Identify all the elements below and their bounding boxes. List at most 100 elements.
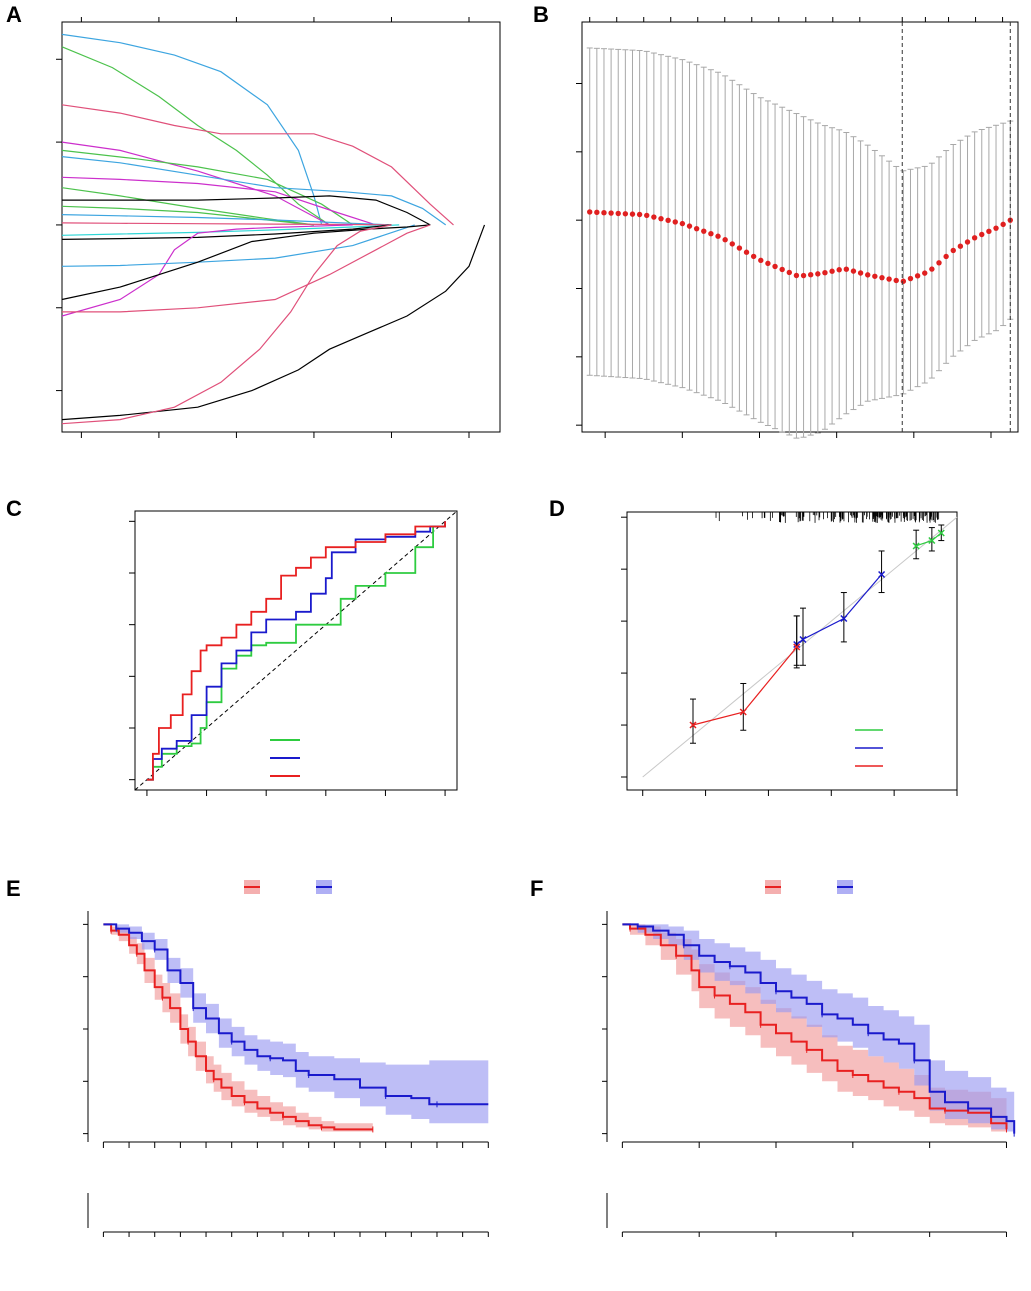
coefficient-path-26 xyxy=(61,104,454,226)
calibration-point: ✕ xyxy=(798,634,807,646)
panel-c-roc-curves xyxy=(129,510,458,796)
coefficient-path-19 xyxy=(61,224,486,421)
calibration-point: ✕ xyxy=(839,614,848,626)
cv-mean-point xyxy=(779,266,785,273)
panel-label-e: E xyxy=(6,876,21,901)
cv-mean-point xyxy=(922,270,928,276)
cv-mean-point xyxy=(857,270,864,276)
cv-mean-point xyxy=(914,273,921,279)
cv-mean-point xyxy=(629,211,636,217)
panel-a-frame xyxy=(61,21,501,433)
cv-mean-point xyxy=(765,260,771,267)
panel-label-f: F xyxy=(530,876,543,901)
coefficient-path-18 xyxy=(61,224,415,267)
panel-label-d: D xyxy=(549,496,565,521)
coefficient-path-22 xyxy=(61,156,447,226)
cv-mean-point xyxy=(693,225,700,232)
panel-d-frame xyxy=(626,511,958,791)
cv-mean-point xyxy=(793,272,800,279)
cv-mean-point xyxy=(836,267,842,273)
cv-mean-point xyxy=(986,228,992,235)
coefficient-path-24 xyxy=(61,141,330,226)
panel-label-a: A xyxy=(6,2,22,27)
cv-mean-point xyxy=(843,266,850,272)
coefficient-path-28 xyxy=(61,224,400,236)
survival-curve-2 xyxy=(103,923,489,1106)
confidence-band-2 xyxy=(103,924,489,1124)
cv-mean-point xyxy=(950,247,956,254)
coefficient-path-12 xyxy=(62,224,431,313)
coefficient-path-14 xyxy=(61,224,392,425)
calibration-point: ✕ xyxy=(927,536,936,548)
calibration-point: ✕ xyxy=(739,707,748,719)
cv-mean-point xyxy=(750,253,757,260)
coefficient-path-8 xyxy=(62,195,431,226)
cv-mean-point xyxy=(651,214,657,220)
cv-mean-point xyxy=(722,237,728,243)
cv-mean-point xyxy=(907,275,914,282)
cv-mean-point xyxy=(1000,221,1006,228)
cv-mean-point xyxy=(644,212,650,219)
panel-b-cross-validation xyxy=(576,17,1019,439)
cv-mean-point xyxy=(893,277,899,284)
calibration-point: ✕ xyxy=(792,642,801,654)
cv-mean-point xyxy=(743,249,750,255)
cv-mean-point xyxy=(594,209,600,216)
coefficient-path-21 xyxy=(61,224,353,317)
cv-mean-point xyxy=(850,268,857,274)
cv-mean-point xyxy=(587,209,593,215)
coefficient-path-6 xyxy=(61,176,377,226)
cv-mean-point xyxy=(886,276,892,282)
cv-mean-point xyxy=(971,235,978,241)
panel-b-frame xyxy=(581,21,1019,433)
cv-mean-point xyxy=(729,241,735,247)
cv-mean-point xyxy=(658,215,664,222)
calibration-point: ✕ xyxy=(937,528,946,540)
cv-mean-point xyxy=(900,278,907,284)
cv-mean-point xyxy=(800,272,807,279)
cv-mean-point xyxy=(872,273,878,279)
cv-mean-point xyxy=(679,220,686,227)
coefficient-path-2 xyxy=(61,224,392,240)
cv-mean-point xyxy=(979,231,985,238)
calibration-point: ✕ xyxy=(688,720,697,732)
ideal-line xyxy=(642,516,958,778)
survival-curve-2 xyxy=(622,923,1016,1134)
cv-mean-point xyxy=(879,274,885,281)
coefficient-path-16 xyxy=(61,33,323,226)
roc-curve-3 xyxy=(146,521,447,781)
confidence-band-2 xyxy=(622,924,1015,1134)
panel-a-coefficient-paths xyxy=(56,17,501,438)
cv-mean-point xyxy=(736,245,743,251)
cv-mean-point xyxy=(807,272,814,278)
cv-mean-point xyxy=(786,269,793,276)
panel-label-c: C xyxy=(6,496,22,521)
cv-mean-point xyxy=(636,211,643,218)
coefficient-path-27 xyxy=(61,222,392,226)
panel-e-kaplan-meier xyxy=(83,880,489,1237)
cv-mean-point xyxy=(758,257,764,264)
calibration-point: ✕ xyxy=(912,541,921,553)
cv-mean-point xyxy=(615,210,621,217)
cv-mean-point xyxy=(993,225,999,231)
cv-mean-point xyxy=(815,271,821,277)
coefficient-path-29 xyxy=(61,187,314,226)
cv-mean-point xyxy=(672,219,678,225)
cv-mean-point xyxy=(715,233,721,239)
cv-mean-point xyxy=(929,266,935,272)
calibration-point: ✕ xyxy=(877,569,886,581)
coefficient-path-10 xyxy=(61,214,392,226)
cv-mean-point xyxy=(829,268,835,274)
coefficient-path-3 xyxy=(61,46,330,226)
cv-mean-point xyxy=(686,223,693,229)
cv-mean-point xyxy=(957,243,964,249)
cv-mean-point xyxy=(822,269,828,276)
chance-diagonal xyxy=(134,510,458,791)
panel-label-b: B xyxy=(533,2,549,27)
cv-mean-point xyxy=(608,210,614,216)
cv-mean-point xyxy=(701,228,707,234)
cv-mean-point xyxy=(665,217,671,224)
cv-mean-point xyxy=(964,239,971,245)
cv-mean-point xyxy=(936,260,942,266)
